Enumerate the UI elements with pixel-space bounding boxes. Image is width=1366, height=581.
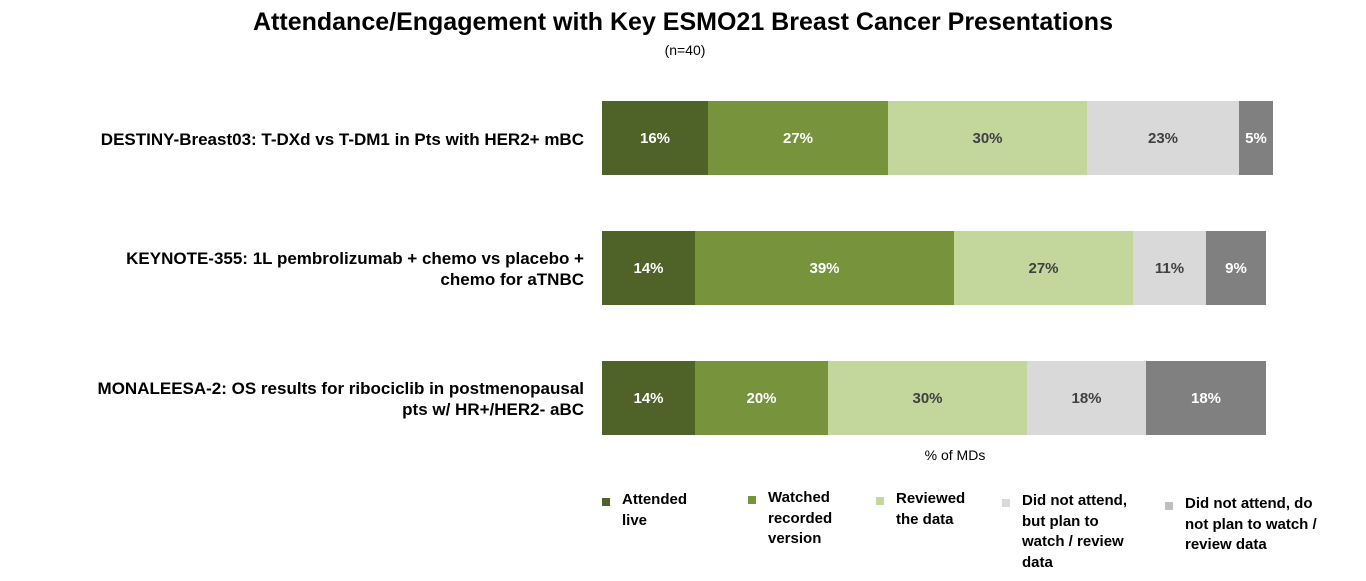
- legend-label-line: not plan to watch /: [1185, 515, 1317, 533]
- legend-label-line: version: [768, 530, 822, 547]
- data-label: 14%: [633, 389, 664, 407]
- category-label: KEYNOTE-355: 1L pembrolizumab + chemo vs…: [40, 248, 584, 290]
- bar-segment: 14%: [602, 231, 695, 305]
- chart-subtitle: (n=40): [664, 42, 706, 58]
- legend-label-line: recorded: [768, 509, 833, 527]
- legend-swatch: [1002, 499, 1010, 507]
- legend-label: Reviewed the data: [896, 489, 965, 530]
- data-label: 27%: [1028, 259, 1059, 277]
- bar-segment: 20%: [695, 361, 828, 435]
- chart-title: Attendance/Engagement with Key ESMO21 Br…: [253, 8, 1113, 36]
- data-label: 11%: [1154, 259, 1185, 277]
- legend-label: Attended live: [622, 490, 687, 531]
- legend-swatch: [602, 498, 610, 506]
- data-label: 18%: [1190, 389, 1222, 407]
- category-label-line: pts w/ HR+/HER2- aBC: [402, 400, 584, 419]
- bar-segment: 18%: [1027, 361, 1146, 435]
- legend-swatch: [748, 496, 756, 504]
- legend-label: Did not attend, do not plan to watch / rev…: [1185, 494, 1317, 556]
- data-label: 30%: [912, 389, 943, 407]
- data-label: 5%: [1245, 129, 1267, 147]
- category-label-line: chemo for aTNBC: [440, 270, 584, 289]
- bar-segment: 16%: [602, 101, 708, 175]
- x-axis-label: % of MDs: [924, 447, 986, 463]
- bar-segment: 11%: [1133, 231, 1206, 305]
- category-label-line: KEYNOTE-355: 1L pembrolizumab + chemo vs…: [126, 249, 584, 268]
- legend-label-line: but plan to: [1022, 512, 1099, 530]
- data-label: 14%: [633, 259, 664, 277]
- bar-segment: 30%: [828, 361, 1027, 435]
- legend-label-line: Reviewed: [896, 490, 966, 507]
- data-label: 9%: [1225, 259, 1247, 277]
- legend-label-line: Watched: [768, 489, 830, 506]
- legend-label-line: live: [622, 511, 648, 529]
- legend-label: Did not attend, but plan to watch / review…: [1022, 491, 1127, 573]
- bar-segment: 23%: [1087, 101, 1239, 175]
- data-label: 18%: [1071, 389, 1102, 407]
- plot-area: 16% 27% 30% 23% 5% 14% 39% 27% 11% 9% 14% 20% 30% 18%…: [602, 100, 1273, 437]
- legend-label: Watched recorded version: [768, 488, 832, 550]
- bar-segment: 18%: [1146, 361, 1266, 435]
- bar-segment: 14%: [602, 361, 695, 435]
- data-label: 20%: [746, 389, 777, 407]
- data-label: 23%: [1147, 129, 1179, 147]
- bar-segment: 27%: [954, 231, 1133, 305]
- legend-swatch: [876, 497, 884, 505]
- category-label: MONALEESA-2: OS results for ribociclib i…: [40, 378, 584, 420]
- legend-label-line: data: [1022, 553, 1053, 571]
- category-label-line: MONALEESA-2: OS results for ribociclib i…: [97, 379, 584, 398]
- category-label-line: DESTINY-Breast03: T-DXd vs T-DM1 in Pts …: [100, 129, 584, 149]
- legend-label-line: Did not attend,: [1022, 492, 1127, 509]
- bar-segment: 9%: [1206, 231, 1266, 305]
- bar-segment: 27%: [708, 101, 888, 175]
- bar-segment: 30%: [888, 101, 1087, 175]
- legend-label-line: watch / review: [1022, 533, 1124, 550]
- data-label: 39%: [809, 259, 840, 277]
- data-label: 27%: [782, 129, 814, 147]
- bar-segment: 39%: [695, 231, 954, 305]
- legend-label-line: review data: [1185, 536, 1267, 553]
- data-label: 30%: [972, 129, 1003, 147]
- legend-swatch: [1165, 502, 1173, 510]
- data-label: 16%: [639, 129, 671, 147]
- bar-segment: 5%: [1239, 101, 1273, 175]
- category-label: DESTINY-Breast03: T-DXd vs T-DM1 in Pts …: [40, 129, 584, 150]
- legend-label-line: the data: [896, 510, 954, 528]
- legend-label-line: Did not attend, do: [1185, 495, 1313, 512]
- legend-label-line: Attended: [622, 491, 687, 508]
